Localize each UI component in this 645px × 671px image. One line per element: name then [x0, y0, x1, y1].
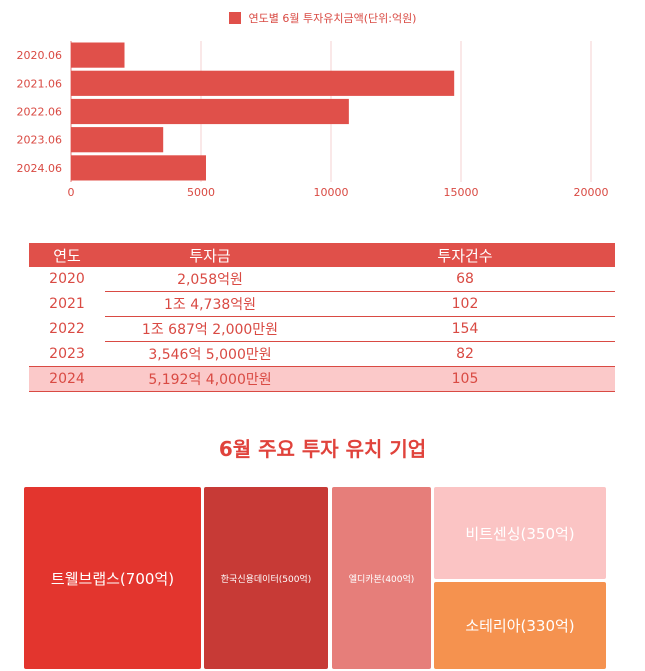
treemap-label: 소테리아(330억)	[465, 617, 575, 635]
cell-amount: 1조 687억 2,000만원	[105, 316, 315, 342]
y-category-label: 2024.06	[17, 162, 63, 175]
bar	[71, 155, 206, 181]
treemap-label: 비트센싱(350억)	[465, 524, 575, 543]
cell-count: 102	[315, 291, 615, 317]
treemap-tile-twelvelabs: 트웰브랩스(700억)	[24, 487, 201, 669]
legend-label: 연도별 6월 투자유치금액(단위:억원)	[248, 12, 417, 25]
table-row: 2022 1조 687억 2,000만원 154	[29, 316, 615, 342]
cell-year: 2020	[49, 271, 85, 288]
cell-amount: 3,546억 5,000만원	[105, 341, 315, 367]
table-header-row: 연도 투자금 투자건수	[29, 243, 615, 267]
treemap-label: 엘디카본(400억)	[348, 574, 415, 585]
cell-year: 2021	[49, 296, 85, 312]
treemap-tile-eldicarbon: 엘디카본(400억)	[332, 487, 431, 669]
investment-table: 연도 투자금 투자건수 2020 2,058억원 68 2021 1조 4,73…	[29, 243, 615, 392]
header-amount: 투자금	[105, 243, 315, 267]
treemap-label: 한국신용데이터(500억)	[220, 574, 312, 585]
table-row-highlighted: 2024 5,192억 4,000만원 105	[29, 366, 615, 392]
cell-count: 154	[315, 316, 615, 342]
x-tick-label: 20000	[574, 186, 609, 199]
cell-count: 68	[315, 267, 615, 292]
bar	[71, 98, 349, 125]
y-category-label: 2023.06	[17, 134, 63, 147]
y-category-label: 2021.06	[17, 77, 63, 90]
legend-swatch	[228, 12, 241, 24]
x-tick-label: 5000	[187, 186, 215, 199]
treemap-tile-kcd: 한국신용데이터(500억)	[204, 487, 328, 669]
cell-year: 2024	[29, 366, 105, 392]
bar	[71, 127, 164, 153]
y-category-label: 2022.06	[17, 106, 63, 119]
bar-chart: 0 5000 10000 15000 20000 2020.06 2021.06 2022.0…	[17, 41, 609, 199]
table-row: 2021 1조 4,738억원 102	[29, 291, 615, 317]
header-count: 투자건수	[315, 243, 615, 267]
cell-count: 82	[315, 341, 615, 367]
cell-amount: 2,058억원	[105, 267, 315, 292]
x-tick-label: 0	[68, 186, 75, 199]
cell-count: 105	[315, 366, 615, 392]
x-tick-label: 15000	[444, 186, 479, 199]
header-year: 연도	[29, 243, 105, 267]
cell-amount: 1조 4,738억원	[105, 291, 315, 317]
bar	[71, 42, 125, 68]
section-title: 6월 주요 투자 유치 기업	[218, 437, 427, 461]
table-row: 2020 2,058억원 68	[29, 267, 615, 292]
treemap-label: 트웰브랩스(700억)	[50, 569, 175, 588]
bar	[71, 70, 455, 96]
chart-legend: 연도별 6월 투자유치금액(단위:억원)	[0, 10, 645, 26]
y-category-label: 2020.06	[17, 49, 63, 62]
table-row: 2023 3,546억 5,000만원 82	[29, 341, 615, 367]
cell-amount: 5,192억 4,000만원	[105, 366, 315, 392]
treemap-tile-soteria: 소테리아(330억)	[434, 582, 606, 669]
cell-year: 2023	[49, 345, 85, 362]
cell-year: 2022	[49, 321, 85, 337]
treemap-tile-bitsensing: 비트센싱(350억)	[434, 487, 606, 579]
x-tick-label: 10000	[314, 186, 349, 199]
